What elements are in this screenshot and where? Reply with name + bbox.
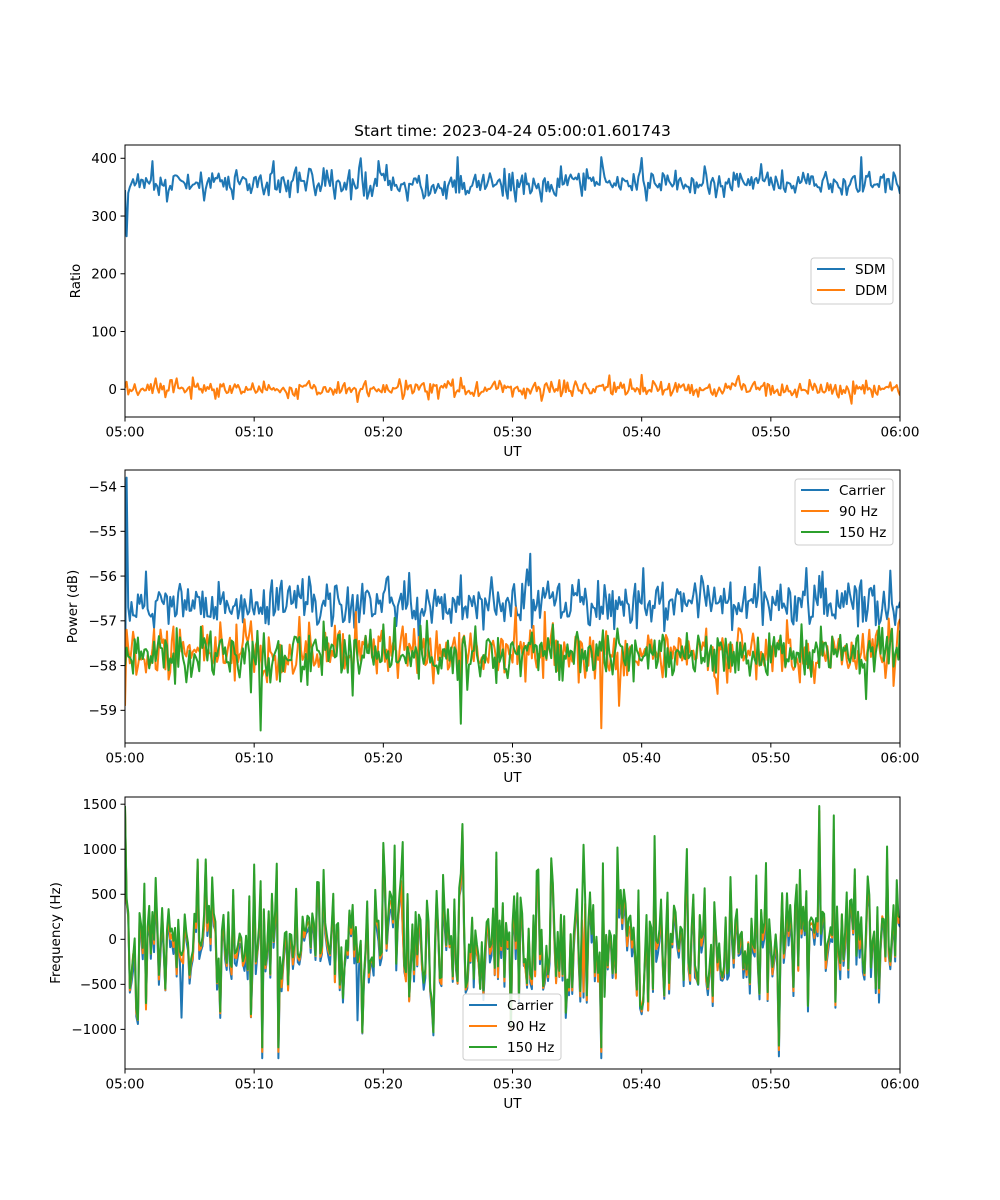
legend: Carrier 90 Hz 150 Hz (462, 993, 562, 1061)
y-tick-label: −59 (89, 703, 118, 719)
x-tick-label: 05:20 (364, 1077, 403, 1093)
x-tick-label: 05:10 (235, 425, 274, 441)
y-axis-label: Power (dB) (65, 570, 81, 643)
x-tick-label: 05:40 (622, 425, 661, 441)
y-tick-label: 0 (108, 382, 117, 398)
y-axis-label: Ratio (68, 264, 84, 299)
legend-frame (794, 478, 894, 546)
plot-area (125, 156, 900, 405)
x-tick-label: 06:00 (881, 751, 920, 767)
y-tick-label: −58 (89, 658, 118, 674)
x-tick-label: 05:00 (106, 1077, 145, 1093)
series-line-sdm (125, 156, 900, 238)
y-axis-label: Frequency (Hz) (48, 882, 64, 984)
y-tick-label: −54 (89, 479, 118, 495)
plot-area (125, 805, 900, 1060)
x-axis-label: UT (503, 770, 522, 786)
frequency-panel: 05:00 05:10 05:20 05:30 05:40 05:50 06:00 −1000… (48, 796, 920, 1112)
x-tick-label: 05:30 (493, 1077, 532, 1093)
power-panel: 05:00 05:10 05:20 05:30 05:40 05:50 06:00 −59 −5… (65, 469, 920, 786)
series-line-150-hz (125, 616, 900, 732)
x-tick-label: 05:40 (622, 751, 661, 767)
y-tick-label: 500 (91, 887, 117, 903)
x-tick-label: 06:00 (881, 1077, 920, 1093)
legend-label-sdm: SDM (855, 262, 886, 278)
y-tick-label: 0 (108, 932, 117, 948)
x-tick-label: 05:00 (106, 425, 145, 441)
y-tick-label: 1000 (83, 842, 117, 858)
x-tick-label: 05:20 (364, 751, 403, 767)
y-tick-label: −56 (89, 569, 118, 585)
x-tick-label: 05:40 (622, 1077, 661, 1093)
y-tick-label: −500 (80, 977, 117, 993)
legend-label-150-hz: 150 Hz (839, 525, 886, 541)
series-line-carrier (125, 476, 900, 697)
ratio-panel: 05:00 05:10 05:20 05:30 05:40 05:50 06:00 0 100 2… (68, 144, 920, 460)
x-tick-label: 06:00 (881, 425, 920, 441)
x-axis-label: UT (503, 1096, 522, 1112)
legend-label-90-hz: 90 Hz (507, 1019, 546, 1035)
y-tick-label: 300 (91, 209, 117, 225)
plot-area (125, 476, 900, 732)
series-line-ddm (125, 373, 900, 405)
chart-title: Start time: 2023-04-24 05:00:01.601743 (354, 122, 671, 140)
x-tick-label: 05:30 (493, 751, 532, 767)
legend-label-90-hz: 90 Hz (839, 504, 878, 520)
y-tick-label: 100 (91, 324, 117, 340)
x-tick-label: 05:10 (235, 1077, 274, 1093)
x-tick-label: 05:50 (751, 425, 790, 441)
legend-label-ddm: DDM (855, 283, 887, 299)
x-tick-label: 05:20 (364, 425, 403, 441)
y-tick-label: −57 (89, 614, 118, 630)
legend-label-150-hz: 150 Hz (507, 1040, 554, 1056)
x-tick-label: 05:50 (751, 751, 790, 767)
legend-label-carrier: Carrier (507, 998, 554, 1014)
legend-frame (462, 993, 562, 1061)
y-tick-label: −1000 (71, 1022, 117, 1038)
legend-label-carrier: Carrier (839, 483, 886, 499)
legend: Carrier 90 Hz 150 Hz (794, 478, 894, 546)
y-tick-label: −55 (89, 524, 118, 540)
x-tick-label: 05:10 (235, 751, 274, 767)
series-line-150-hz (125, 805, 900, 1049)
y-tick-label: 200 (91, 267, 117, 283)
x-tick-label: 05:50 (751, 1077, 790, 1093)
y-tick-label: 1500 (83, 797, 117, 813)
x-axis-label: UT (503, 444, 522, 460)
legend: SDM DDM (810, 257, 894, 305)
x-tick-label: 05:00 (106, 751, 145, 767)
x-tick-label: 05:30 (493, 425, 532, 441)
y-tick-label: 400 (91, 151, 117, 167)
